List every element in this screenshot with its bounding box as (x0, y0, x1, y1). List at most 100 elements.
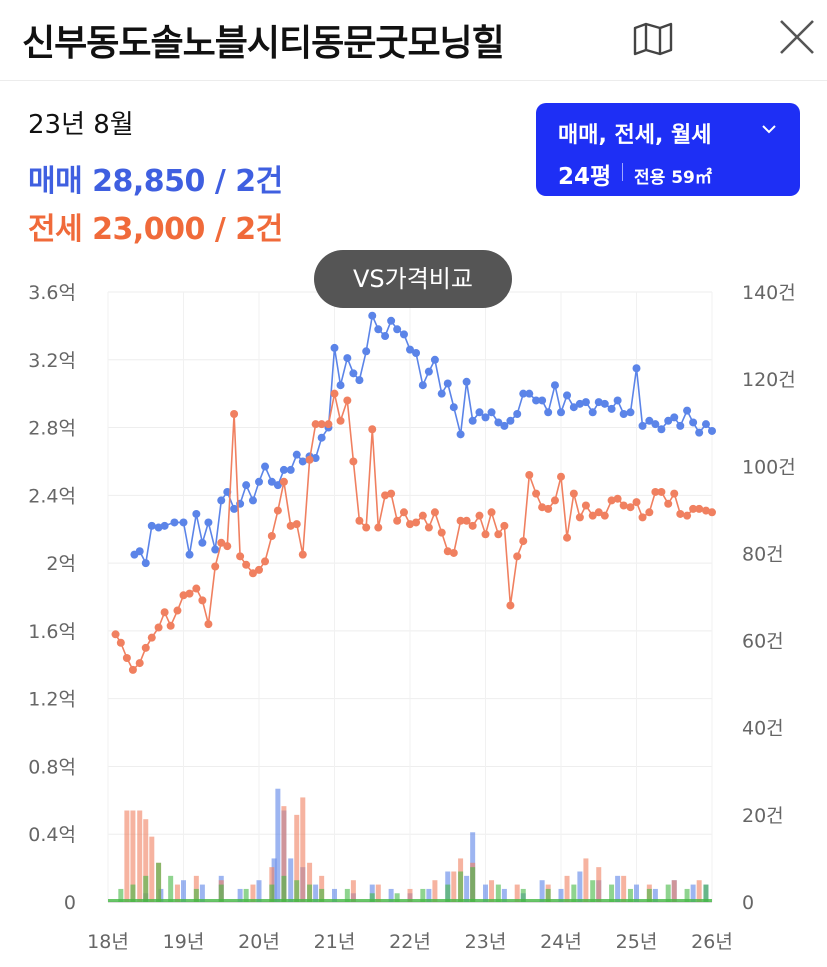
volume-bar (350, 880, 356, 902)
filter-size-label: 24평 (558, 164, 612, 190)
data-point (412, 349, 421, 357)
data-point (487, 408, 496, 417)
data-point (462, 377, 471, 386)
volume-bar (375, 884, 381, 902)
data-point (298, 550, 307, 559)
data-point (406, 520, 414, 529)
data-point (111, 630, 120, 639)
data-point (500, 421, 509, 430)
volume-bar (275, 788, 281, 902)
data-point (670, 413, 679, 422)
data-point (185, 550, 194, 559)
data-point (211, 562, 220, 571)
data-point (381, 332, 390, 341)
filter-divider (622, 163, 623, 181)
data-point (292, 450, 301, 459)
data-point (154, 523, 163, 532)
y-left-tick-label: 3.6억 (28, 282, 76, 304)
data-point (317, 433, 326, 442)
data-point (550, 381, 559, 390)
volume-bar (281, 806, 287, 902)
data-point (544, 408, 553, 417)
vs-compare-button[interactable]: VS가격비교 (314, 250, 512, 308)
data-point (594, 508, 603, 517)
data-point (575, 399, 584, 408)
x-tick-label: 18년 (87, 931, 129, 953)
filter-types-label: 매매, 전세, 월세 (558, 123, 712, 148)
data-point (248, 569, 257, 578)
volume-bar (300, 797, 306, 902)
volume-bar (420, 888, 426, 902)
y-left-tick-label: 2억 (46, 553, 76, 575)
volume-bar (590, 880, 596, 902)
data-point (230, 504, 239, 513)
data-point (525, 389, 534, 398)
volume-bar (307, 884, 313, 902)
data-point (381, 491, 390, 500)
data-point (487, 508, 496, 517)
y-right-tick-label: 60건 (742, 631, 784, 653)
data-point (613, 494, 622, 503)
data-point (198, 538, 207, 547)
data-point (569, 403, 578, 412)
data-point (387, 316, 396, 325)
volume-bar (495, 884, 501, 902)
map-icon[interactable] (632, 22, 674, 56)
data-point (456, 430, 465, 439)
data-point (563, 391, 572, 400)
volume-bar (451, 871, 457, 902)
volume-bar (652, 888, 658, 902)
x-tick-label: 25년 (616, 931, 658, 953)
volume-bar (130, 810, 136, 902)
data-point (147, 521, 156, 530)
y-left-tick-label: 1.6억 (28, 621, 76, 643)
data-point (311, 454, 320, 463)
volume-bar (627, 888, 633, 902)
data-point (166, 621, 175, 630)
volume-bar (118, 888, 124, 902)
data-point (204, 518, 213, 527)
data-point (701, 506, 710, 515)
data-point (481, 413, 490, 422)
data-point (443, 547, 452, 556)
close-icon[interactable] (776, 16, 818, 58)
data-point (430, 355, 439, 364)
volume-bar (596, 867, 602, 902)
volume-baseline (108, 899, 712, 902)
data-point (261, 557, 270, 566)
data-point (170, 518, 179, 527)
x-tick-label: 19년 (163, 931, 205, 953)
data-point (456, 516, 465, 525)
data-point (475, 511, 484, 520)
series-line-sale (133, 314, 713, 564)
deal-type-filter-button[interactable]: 매매, 전세, 월세 24평 전용 59㎡ (536, 103, 800, 196)
volume-bar (703, 884, 709, 902)
data-point (362, 347, 371, 356)
volume-bar (489, 880, 495, 902)
volume-bar (501, 888, 507, 902)
data-point (141, 559, 150, 568)
data-point (449, 548, 458, 557)
volume-bar (313, 884, 319, 902)
data-point (569, 489, 578, 498)
volume-bar (281, 875, 287, 902)
data-point (664, 416, 673, 425)
data-point (355, 516, 364, 525)
data-point (374, 325, 383, 334)
x-tick-label: 21년 (314, 931, 356, 953)
data-point (198, 596, 207, 605)
volume-bar (464, 875, 470, 902)
volume-bar (558, 888, 564, 902)
data-point (305, 455, 314, 464)
volume-bar (539, 880, 545, 902)
data-point (336, 416, 345, 425)
y-left-tick-label: 1.2억 (28, 689, 76, 711)
volume-bar (294, 814, 300, 902)
data-point (519, 389, 528, 398)
y-right-tick-label: 40건 (742, 718, 784, 740)
data-point (116, 638, 125, 647)
data-point (242, 560, 251, 569)
y-right-tick-label: 80건 (742, 543, 784, 565)
x-tick-label: 26년 (691, 931, 733, 953)
data-point (399, 508, 408, 517)
